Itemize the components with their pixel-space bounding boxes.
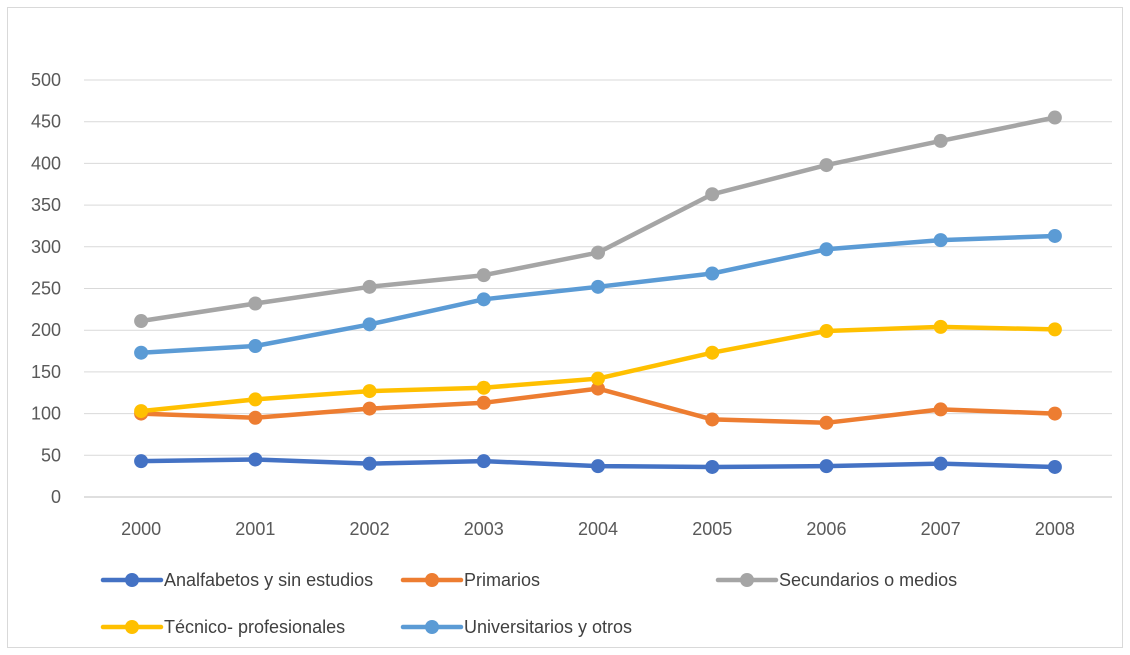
data-point [705, 459, 720, 474]
data-point [1047, 228, 1062, 243]
data-point [591, 459, 605, 474]
x-tick-label: 2005 [692, 519, 732, 539]
data-point [134, 404, 149, 419]
legend-swatch-marker [125, 573, 139, 587]
x-tick-label: 2000 [121, 519, 161, 539]
legend-item: Primarios [400, 570, 540, 590]
data-point [591, 245, 605, 260]
x-tick-label: 2006 [806, 519, 846, 539]
data-point [134, 454, 149, 469]
data-point [819, 158, 834, 173]
series-3 [134, 110, 1062, 329]
data-point [476, 380, 491, 395]
data-point [1047, 406, 1062, 421]
data-point [1047, 459, 1062, 474]
data-point [705, 187, 720, 202]
data-point [591, 381, 605, 396]
data-point [933, 319, 948, 334]
data-point [819, 324, 834, 339]
data-point [819, 459, 834, 474]
legend-swatch-marker [125, 620, 139, 634]
data-point [476, 292, 491, 307]
y-tick-label: 100 [31, 404, 61, 424]
data-point [819, 415, 834, 430]
data-point [362, 384, 377, 399]
y-tick-label: 0 [51, 487, 61, 507]
x-tick-label: 2007 [921, 519, 961, 539]
y-tick-label: 150 [31, 362, 61, 382]
legend-label: Universitarios y otros [464, 617, 632, 637]
x-tick-label: 2001 [235, 519, 275, 539]
x-tick-label: 2003 [464, 519, 504, 539]
legend-item: Universitarios y otros [400, 617, 632, 637]
x-axis-ticks: 2000 2001 2002 2003 2004 2005 2006 2007 2008 [121, 519, 1075, 539]
y-tick-label: 200 [31, 320, 61, 340]
data-point [134, 345, 149, 360]
data-point [248, 392, 263, 407]
data-point [591, 371, 605, 386]
y-tick-label: 500 [31, 70, 61, 90]
y-tick-label: 450 [31, 112, 61, 132]
data-point [705, 266, 720, 281]
legend-label: Secundarios o medios [779, 570, 957, 590]
data-point [248, 452, 263, 467]
data-point [819, 242, 834, 257]
data-point [933, 133, 948, 148]
x-tick-label: 2008 [1035, 519, 1075, 539]
legend-item: Técnico- profesionales [100, 617, 345, 637]
series-layer [134, 110, 1062, 474]
data-point [591, 279, 605, 294]
series-1 [134, 452, 1062, 474]
series-5 [134, 228, 1062, 360]
legend-label: Primarios [464, 570, 540, 590]
data-point [1047, 322, 1062, 337]
legend-label: Técnico- profesionales [164, 617, 345, 637]
data-point [476, 454, 491, 469]
data-point [362, 401, 377, 416]
legend: Analfabetos y sin estudios Primarios Secun… [100, 570, 957, 637]
legend-label: Analfabetos y sin estudios [164, 570, 373, 590]
data-point [933, 233, 948, 248]
legend-swatch-marker [425, 620, 439, 634]
y-tick-label: 400 [31, 153, 61, 173]
data-point [248, 339, 263, 354]
data-point [362, 317, 377, 332]
data-point [248, 410, 263, 425]
legend-item: Secundarios o medios [715, 570, 957, 590]
y-tick-label: 250 [31, 279, 61, 299]
data-point [705, 412, 720, 427]
x-tick-label: 2004 [578, 519, 618, 539]
y-tick-label: 350 [31, 195, 61, 215]
series-2 [134, 381, 1062, 430]
data-point [362, 456, 377, 471]
legend-item: Analfabetos y sin estudios [100, 570, 373, 590]
y-tick-label: 50 [41, 445, 61, 465]
data-point [933, 456, 948, 471]
y-axis-ticks: 0 50 100 150 200 250 300 350 400 450 500 [31, 70, 61, 507]
data-point [362, 279, 377, 294]
data-point [1047, 110, 1062, 125]
data-point [134, 314, 149, 329]
data-point [705, 345, 720, 360]
legend-swatch-marker [425, 573, 439, 587]
series-4 [134, 319, 1062, 419]
data-point [476, 395, 491, 410]
data-point [248, 296, 263, 311]
x-tick-label: 2002 [350, 519, 390, 539]
legend-swatch-marker [740, 573, 754, 587]
data-point [476, 268, 491, 283]
data-point [933, 402, 948, 417]
y-tick-label: 300 [31, 237, 61, 257]
